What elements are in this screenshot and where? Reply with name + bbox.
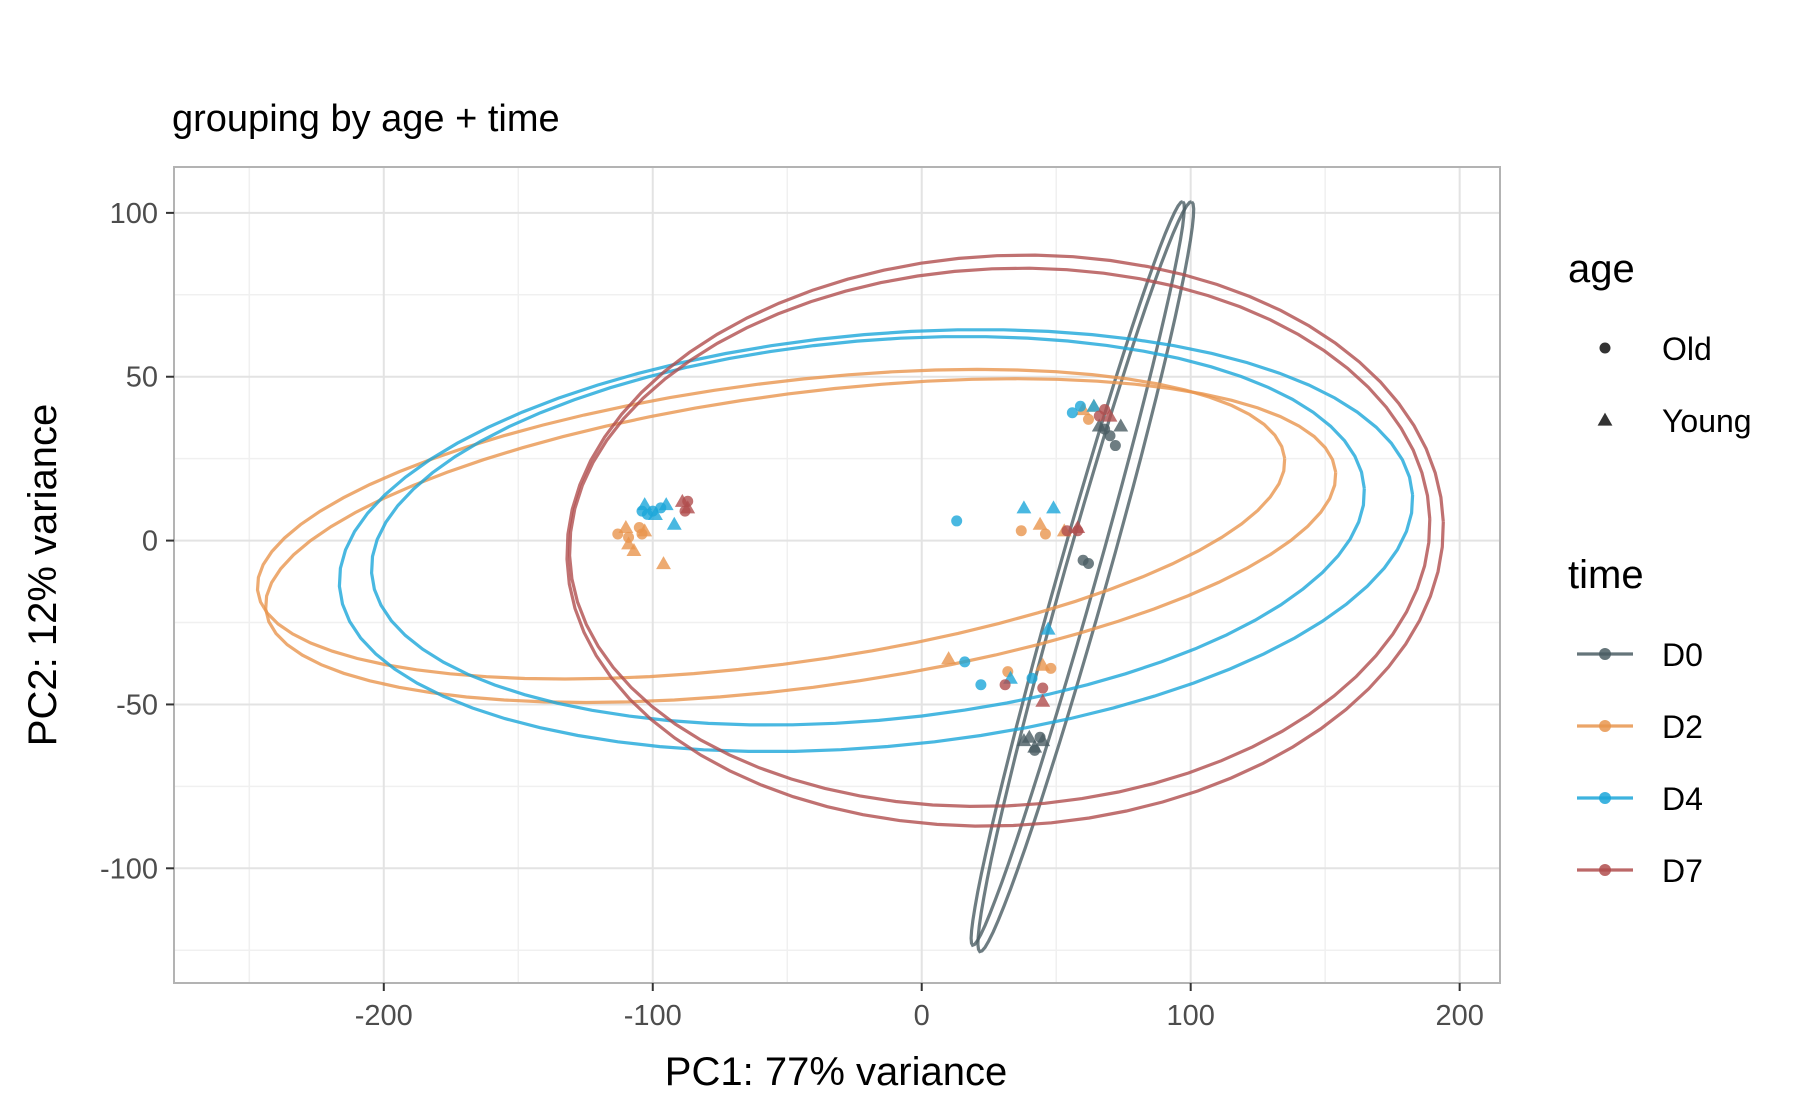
legend-time-dot-d0 xyxy=(1599,648,1611,660)
point-d4-old xyxy=(951,515,963,527)
legend-age: age Old Young xyxy=(1568,247,1752,439)
chart-title: grouping by age + time xyxy=(172,98,560,140)
point-d2-old xyxy=(1045,662,1057,674)
point-d4-young xyxy=(658,497,674,511)
x-axis-title: PC1: 77% variance xyxy=(665,1050,1007,1094)
legend-time-label: D0 xyxy=(1662,637,1703,673)
legend-time-dot-d2 xyxy=(1599,720,1611,732)
legend-age-label: Old xyxy=(1662,331,1712,367)
point-d4-old xyxy=(975,679,987,691)
legend-time-label: D4 xyxy=(1662,781,1703,817)
point-d2-old xyxy=(1015,525,1027,537)
point-d0-young xyxy=(1091,418,1107,432)
legend-age-title: age xyxy=(1568,247,1635,291)
point-d2-old xyxy=(1039,528,1051,540)
ellipse-d0-young xyxy=(976,200,1196,954)
y-axis-ticks: 100 50 0 -50 -100 xyxy=(100,198,174,885)
legend-age-key-old xyxy=(1599,342,1611,354)
x-tick-label: 200 xyxy=(1435,1000,1483,1032)
point-d2-young xyxy=(656,556,671,570)
point-d0-old xyxy=(1082,558,1094,570)
point-d0-old xyxy=(1109,440,1121,452)
point-d2-young xyxy=(1035,657,1051,671)
point-d0-young xyxy=(1035,733,1051,747)
point-d7-old xyxy=(999,679,1011,691)
point-d7-young xyxy=(1035,693,1051,707)
point-d4-young xyxy=(1016,500,1032,514)
point-d4-old xyxy=(1074,400,1086,412)
x-tick-label: 100 xyxy=(1166,1000,1214,1032)
point-d7-old xyxy=(1037,682,1049,694)
point-d7-young xyxy=(1070,520,1086,534)
point-d0-young xyxy=(1113,418,1129,432)
point-d2-old xyxy=(1082,413,1094,425)
point-d4-young xyxy=(648,506,663,520)
x-tick-label: -100 xyxy=(624,1000,682,1032)
point-d0-young xyxy=(1027,739,1043,753)
ellipse-d4-young xyxy=(337,328,1415,754)
y-tick-label: 0 xyxy=(142,526,158,558)
point-d2-young xyxy=(637,523,653,537)
x-tick-label: 0 xyxy=(914,1000,930,1032)
point-d4-young xyxy=(1040,621,1056,635)
legend-age-label: Young xyxy=(1662,403,1752,439)
point-d4-old xyxy=(1026,672,1038,684)
x-tick-label: -200 xyxy=(355,1000,413,1032)
legend-age-key-young xyxy=(1597,412,1613,426)
legend-time: time D0 D2 D4 D7 xyxy=(1568,553,1703,889)
point-d4-young xyxy=(637,497,653,511)
point-d7-young xyxy=(680,500,696,514)
ellipse-d4-old xyxy=(369,335,1366,727)
y-tick-label: 50 xyxy=(126,362,158,394)
point-d7-old xyxy=(1061,525,1073,537)
point-d2-young xyxy=(618,520,634,534)
confidence-ellipses xyxy=(255,200,1445,954)
legend-time-dot-d4 xyxy=(1599,792,1611,804)
point-d4-old xyxy=(1066,407,1078,419)
point-d4-old xyxy=(959,656,971,668)
point-d4-young xyxy=(1046,500,1061,514)
x-axis-ticks: -200 -100 0 100 200 xyxy=(355,983,1484,1032)
point-d4-young xyxy=(1086,398,1102,412)
y-tick-label: 100 xyxy=(110,198,158,230)
ellipse-d7-old xyxy=(567,266,1432,809)
data-points xyxy=(612,398,1129,756)
point-d2-young xyxy=(1032,516,1048,530)
ellipse-d2-young xyxy=(264,377,1338,705)
point-d0-young xyxy=(1016,733,1032,747)
y-tick-label: -50 xyxy=(116,689,158,721)
grid-minor xyxy=(174,167,1500,983)
y-axis-title: PC2: 12% variance xyxy=(21,404,65,746)
legend-time-title: time xyxy=(1568,553,1644,597)
plot-panel-border xyxy=(173,166,1501,984)
point-d7-old xyxy=(1093,410,1105,422)
ellipse-d2-old xyxy=(255,367,1287,681)
ellipse-d7-young xyxy=(565,253,1445,828)
legend-time-dot-d7 xyxy=(1599,864,1611,876)
point-d2-young xyxy=(626,542,642,556)
point-d7-young xyxy=(1102,408,1118,422)
legend-time-label: D2 xyxy=(1662,709,1703,745)
point-d2-young xyxy=(941,651,957,665)
y-tick-label: -100 xyxy=(100,853,158,885)
legend-time-label: D7 xyxy=(1662,853,1703,889)
point-d4-young xyxy=(666,516,682,530)
